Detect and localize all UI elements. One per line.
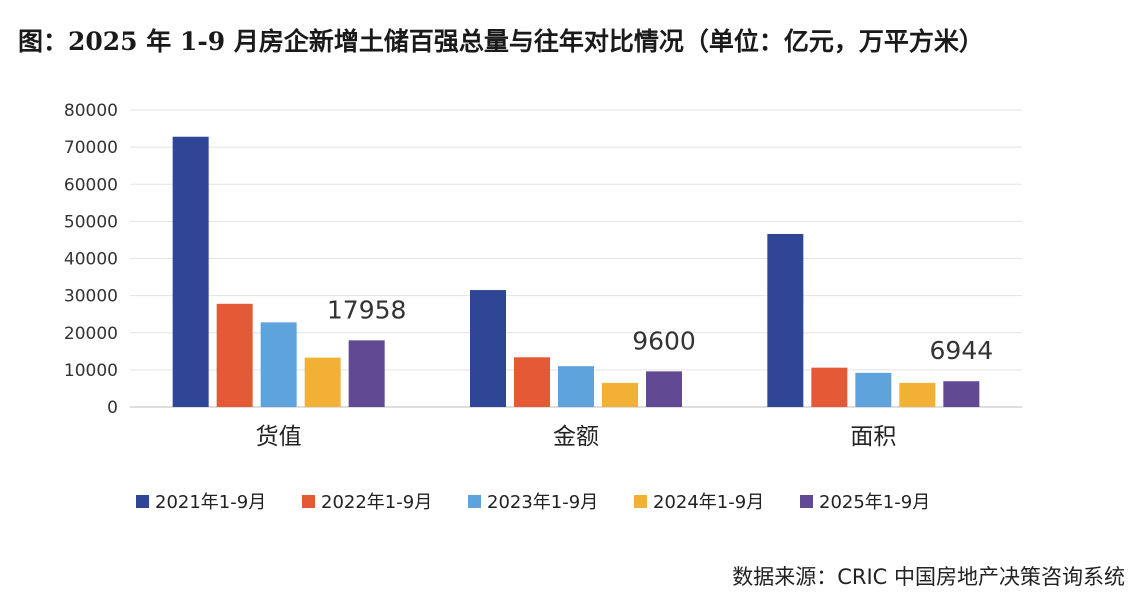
bar (304, 357, 341, 407)
legend-swatch (302, 495, 315, 508)
legend-swatch (136, 495, 149, 508)
bar (899, 382, 936, 407)
bar (172, 136, 209, 408)
bar (470, 290, 506, 407)
data-label: 9600 (632, 326, 696, 355)
bar (216, 303, 253, 407)
y-tick-label: 10000 (64, 361, 118, 381)
legend-swatch (634, 495, 647, 508)
bar (767, 233, 804, 407)
y-tick-label: 50000 (64, 212, 118, 232)
y-tick-label: 20000 (64, 324, 118, 344)
legend-label: 2023年1-9月 (487, 492, 598, 513)
legend-label: 2024年1-9月 (653, 492, 764, 513)
data-label: 17958 (327, 295, 407, 324)
y-tick-label: 40000 (64, 250, 118, 270)
bar (646, 371, 682, 407)
legend-label: 2025年1-9月 (819, 492, 930, 513)
data-label: 6944 (930, 336, 994, 365)
x-category-label: 面积 (850, 424, 896, 450)
x-category-label: 金额 (553, 424, 599, 450)
y-tick-label: 60000 (64, 175, 118, 195)
legend-swatch (800, 495, 813, 508)
y-tick-label: 80000 (64, 101, 118, 121)
bar (811, 367, 848, 407)
bar (558, 366, 594, 407)
x-category-label: 货值 (256, 424, 302, 450)
y-tick-label: 30000 (64, 287, 118, 307)
bar (514, 357, 550, 407)
bar (260, 322, 297, 407)
legend-swatch (468, 495, 481, 508)
data-source-note: 数据来源：CRIC 中国房地产决策咨询系统 (732, 565, 1125, 589)
y-tick-label: 0 (107, 398, 118, 418)
bar (602, 382, 638, 407)
legend-label: 2022年1-9月 (321, 492, 432, 513)
y-tick-label: 70000 (64, 138, 118, 158)
chart-title: 图：2025 年 1-9 月房企新增土储百强总量与往年对比情况（单位：亿元，万平… (18, 27, 984, 56)
legend-label: 2021年1-9月 (155, 492, 266, 513)
bar (348, 340, 385, 407)
bar (855, 372, 892, 407)
bar (943, 381, 980, 407)
